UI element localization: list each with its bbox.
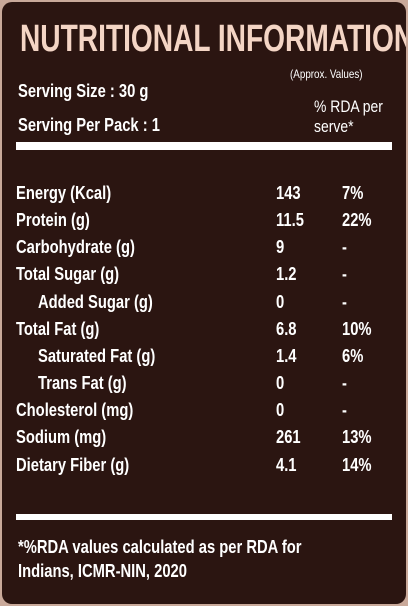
row-rda: 7%	[342, 183, 364, 203]
row-rda: 10%	[342, 319, 372, 339]
row-value: 4.1	[276, 455, 297, 475]
row-value: 0	[276, 292, 285, 312]
row-label: Dietary Fiber (g)	[16, 455, 130, 475]
row-value: 261	[276, 427, 301, 447]
serving-per-pack: Serving Per Pack : 1	[18, 115, 160, 135]
row-value: 0	[276, 400, 285, 420]
row-label: Total Fat (g)	[16, 319, 100, 339]
row-label: Trans Fat (g)	[38, 373, 127, 393]
row-rda: 22%	[342, 210, 372, 230]
row-label: Saturated Fat (g)	[38, 346, 156, 366]
divider	[16, 142, 392, 150]
note: (Approx. Values)	[290, 67, 363, 81]
row-value: 0	[276, 373, 285, 393]
row-rda: -	[342, 292, 347, 312]
row-label: Protein (g)	[16, 210, 90, 230]
row-label: Energy (Kcal)	[16, 183, 112, 203]
row-label: Sodium (mg)	[16, 427, 107, 447]
divider	[16, 514, 392, 520]
row-label: Added Sugar (g)	[38, 292, 153, 312]
rda-header: % RDA per	[314, 97, 383, 116]
row-rda: 6%	[342, 346, 364, 366]
row-label: Total Sugar (g)	[16, 264, 120, 284]
row-value: 11.5	[276, 210, 304, 230]
row-rda: -	[342, 373, 347, 393]
row-value: 9	[276, 237, 285, 257]
row-rda: -	[342, 237, 347, 257]
row-label: Carbohydrate (g)	[16, 237, 135, 257]
title: NUTRITIONAL INFORMATION	[20, 18, 406, 60]
serving-size: Serving Size : 30 g	[18, 81, 149, 101]
footnote: Indians, ICMR-NIN, 2020	[18, 561, 187, 581]
row-value: 6.8	[276, 319, 297, 339]
rda-header: serve*	[314, 117, 354, 136]
row-rda: -	[342, 264, 347, 284]
row-rda: -	[342, 400, 347, 420]
row-value: 143	[276, 183, 301, 203]
row-value: 1.2	[276, 264, 297, 284]
row-rda: 13%	[342, 427, 372, 447]
row-label: Cholesterol (mg)	[16, 400, 134, 420]
row-value: 1.4	[276, 346, 297, 366]
footnote: *%RDA values calculated as per RDA for	[18, 537, 302, 557]
row-rda: 14%	[342, 455, 372, 475]
